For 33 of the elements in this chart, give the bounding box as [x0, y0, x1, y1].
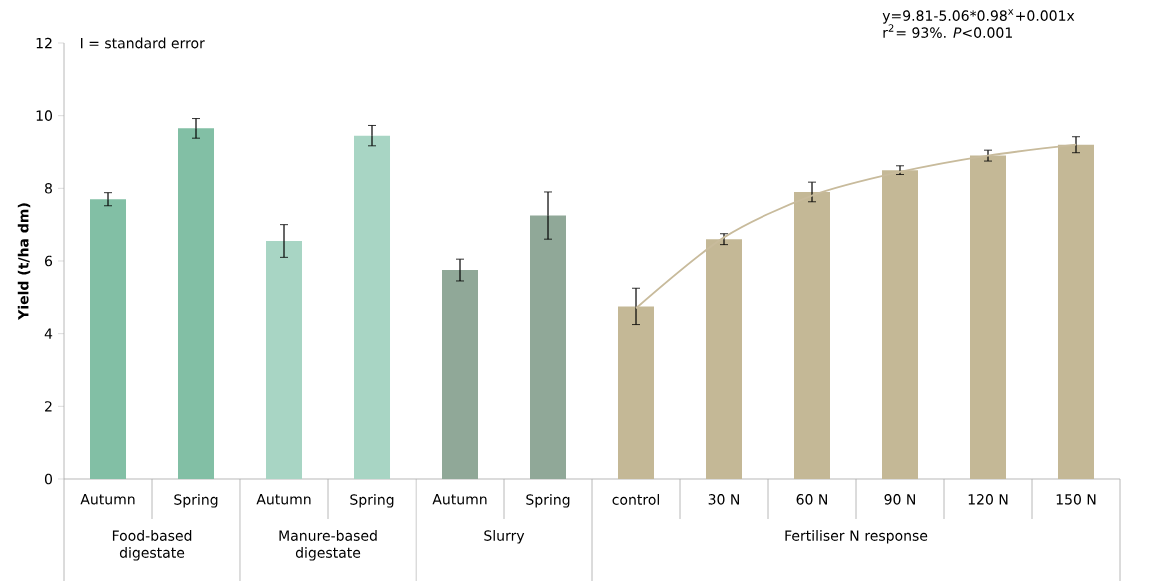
- bar: [354, 135, 391, 479]
- x-tick-label: Autumn: [432, 494, 487, 505]
- text: r$^{2}$= 93%. P<0.001: [883, 24, 1012, 38]
- text: Slurry: [484, 530, 525, 544]
- x-tick-label: Spring: [350, 494, 394, 508]
- x-tick-label: 30 N: [708, 494, 739, 505]
- text: y=9.81-5.06*0.98$^{x}$+0.001x: [882, 9, 1075, 24]
- x-tick-label: 150 N: [1056, 494, 1096, 505]
- bar: [90, 199, 127, 479]
- x-tick-label: 90 N: [884, 494, 915, 505]
- text: Food-based digestate: [112, 530, 192, 561]
- text: Manure-based digestate: [279, 530, 377, 561]
- bar: [266, 241, 303, 479]
- bar: [178, 128, 215, 479]
- y-tick-label: 4: [44, 328, 53, 339]
- y-tick-label: 12: [36, 37, 52, 49]
- y-tick-label: 6: [45, 255, 53, 267]
- y-tick-label: 2: [45, 401, 52, 412]
- x-tick-label: Spring: [174, 494, 218, 508]
- x-tick-label: Autumn: [256, 494, 311, 505]
- y-tick-label: 8: [44, 183, 52, 194]
- x-tick-label: 120 N: [968, 494, 1008, 505]
- x-tick-label: 60 N: [796, 494, 827, 505]
- y-tick-label: 10: [36, 110, 52, 121]
- bar: [530, 215, 567, 479]
- x-tick-label: Spring: [526, 494, 570, 508]
- text: Fertiliser N response: [785, 530, 928, 544]
- x-tick-label: control: [612, 494, 659, 505]
- annotation: I = standard error: [81, 37, 205, 49]
- bar: [442, 270, 479, 479]
- y-axis-title: Yield (t/ha dm): [17, 203, 31, 320]
- x-tick-label: Autumn: [80, 494, 135, 505]
- y-tick-label: 0: [44, 473, 52, 485]
